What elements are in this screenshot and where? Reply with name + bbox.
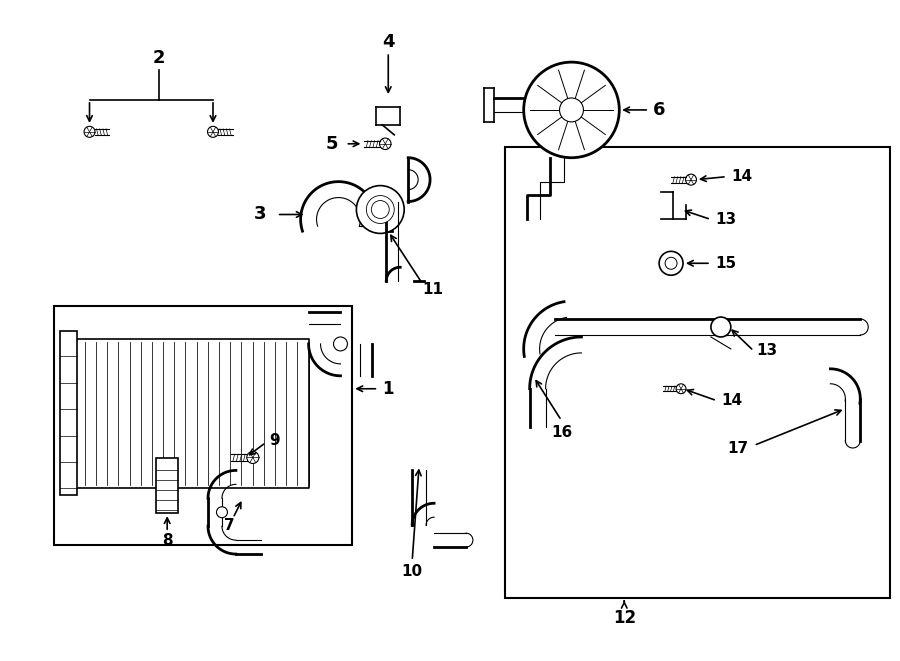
Text: 8: 8 <box>162 533 173 547</box>
Text: 6: 6 <box>653 101 666 119</box>
Circle shape <box>372 200 390 219</box>
Circle shape <box>217 507 228 518</box>
Text: 12: 12 <box>613 609 635 627</box>
Circle shape <box>711 317 731 337</box>
Circle shape <box>334 337 347 351</box>
Text: 16: 16 <box>551 425 572 440</box>
Circle shape <box>524 62 619 158</box>
Text: 10: 10 <box>401 564 423 580</box>
Bar <box>54 306 353 545</box>
Circle shape <box>356 186 404 233</box>
Text: 13: 13 <box>715 212 736 227</box>
Circle shape <box>380 138 391 149</box>
Bar <box>59 331 76 495</box>
Text: 11: 11 <box>422 282 443 297</box>
Circle shape <box>659 251 683 275</box>
Text: 7: 7 <box>223 518 234 533</box>
Text: 13: 13 <box>757 344 778 358</box>
Circle shape <box>560 98 583 122</box>
Text: 3: 3 <box>255 206 266 223</box>
Text: 5: 5 <box>326 135 338 153</box>
Circle shape <box>686 174 697 185</box>
Circle shape <box>208 126 219 137</box>
Text: 2: 2 <box>153 49 166 67</box>
Text: 9: 9 <box>269 433 279 448</box>
Circle shape <box>84 126 95 137</box>
Circle shape <box>247 451 259 463</box>
Text: 14: 14 <box>731 169 752 184</box>
Circle shape <box>366 196 394 223</box>
Bar <box>157 459 178 513</box>
Text: 1: 1 <box>382 380 394 398</box>
Text: 14: 14 <box>721 393 742 408</box>
Text: 4: 4 <box>382 33 394 51</box>
Text: 15: 15 <box>715 256 736 271</box>
Bar <box>505 147 890 598</box>
Circle shape <box>676 384 686 394</box>
Circle shape <box>665 257 677 269</box>
Text: 17: 17 <box>727 441 749 456</box>
